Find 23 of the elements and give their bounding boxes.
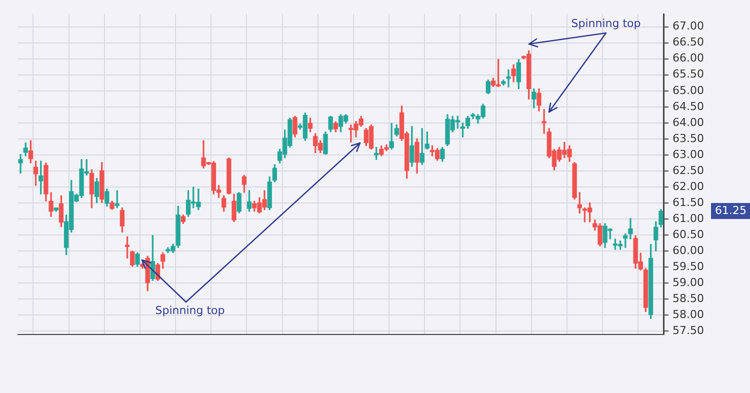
y-tick-label: 60.00 [672,244,704,257]
y-tick-label: 66.00 [672,52,704,65]
y-tick-label: 58.50 [672,292,704,306]
y-tick-label: 61.50 [672,196,704,209]
y-tick-label: 58.00 [672,308,704,322]
y-tick-label: 63.00 [672,148,704,161]
y-tick-label: 65.00 [672,84,704,97]
y-tick-label: 57.50 [672,324,704,338]
y-tick-label: 64.00 [672,116,704,129]
y-tick-label: 59.00 [672,276,704,289]
y-tick-label: 62.00 [672,180,704,193]
y-tick-label: 67.00 [672,20,704,33]
y-tick-label: 61.00 [672,212,704,225]
y-tick-label: 60.50 [672,228,704,241]
y-tick-label: 59.50 [672,260,704,273]
y-tick-label: 66.50 [672,36,704,49]
y-tick-label: 63.50 [672,132,704,145]
y-tick-label: 62.50 [672,164,704,177]
y-tick-label: 65.50 [672,68,704,81]
y-tick-label: 64.50 [672,100,704,113]
annotation: Spinning top [155,304,225,317]
annotation: Spinning top [571,16,641,30]
text: 61.25 [715,204,746,217]
